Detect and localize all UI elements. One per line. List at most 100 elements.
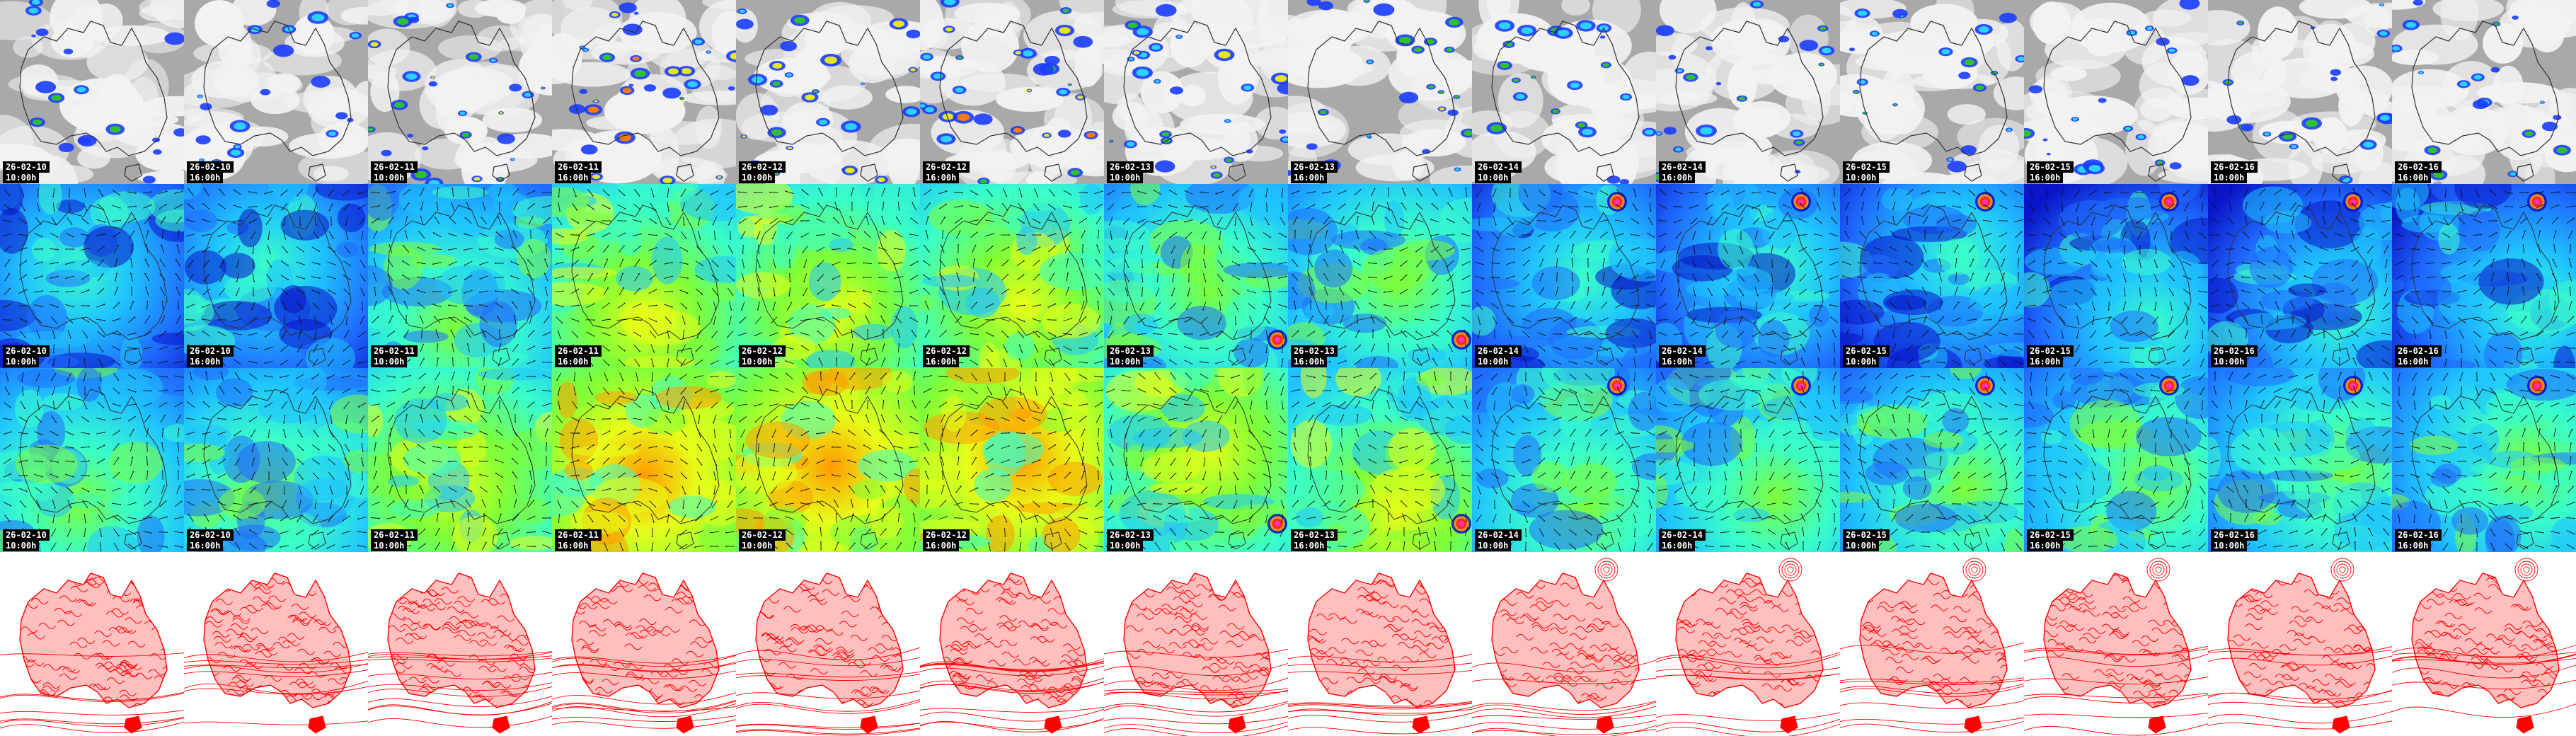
time-label: 16:00h <box>187 356 224 367</box>
map-image <box>1840 184 2024 368</box>
time-label: 16:00h <box>555 540 592 551</box>
time-label: 10:00h <box>371 172 408 183</box>
map-image <box>920 184 1104 368</box>
map-image <box>552 0 736 184</box>
map-tile-wind-low: 26-02-14 10:00h <box>1472 184 1656 368</box>
date-label: 26-02-16 <box>2395 345 2442 357</box>
time-label: 16:00h <box>2027 172 2064 183</box>
map-image <box>0 184 184 368</box>
map-tile-cloud: 26-02-13 16:00h <box>1288 0 1472 184</box>
time-label: 16:00h <box>555 172 592 183</box>
time-label: 16:00h <box>923 356 960 367</box>
map-image <box>2208 368 2392 552</box>
date-label: 26-02-11 <box>371 529 418 541</box>
map-tile-wind-high: 26-02-11 16:00h <box>552 368 736 552</box>
map-tile-wind-high: 26-02-10 10:00h <box>0 368 184 552</box>
time-label: 16:00h <box>1291 356 1328 367</box>
date-label: 26-02-15 <box>2027 161 2074 173</box>
map-tile-wind-high: 26-02-12 10:00h <box>736 368 920 552</box>
time-label: 10:00h <box>1843 172 1880 183</box>
map-image <box>1104 552 1288 736</box>
map-image <box>1104 368 1288 552</box>
time-label: 16:00h <box>923 172 960 183</box>
map-image <box>1472 368 1656 552</box>
map-image <box>1656 0 1840 184</box>
map-tile-wind-high: 26-02-16 10:00h <box>2208 368 2392 552</box>
map-image <box>368 552 552 736</box>
map-tile-cloud: 26-02-13 10:00h <box>1104 0 1288 184</box>
time-label: 10:00h <box>1475 356 1512 367</box>
map-tile-wind-low: 26-02-15 16:00h <box>2024 184 2208 368</box>
map-tile-pressure <box>1472 552 1656 736</box>
map-image <box>1288 184 1472 368</box>
date-label: 26-02-16 <box>2395 529 2442 541</box>
map-tile-pressure <box>920 552 1104 736</box>
map-tile-cloud: 26-02-16 16:00h <box>2392 0 2576 184</box>
date-label: 26-02-10 <box>3 345 50 357</box>
map-image <box>1656 552 1840 736</box>
map-tile-wind-high: 26-02-14 10:00h <box>1472 368 1656 552</box>
date-label: 26-02-14 <box>1659 345 1706 357</box>
date-label: 26-02-14 <box>1659 529 1706 541</box>
time-label: 16:00h <box>1659 356 1696 367</box>
date-label: 26-02-15 <box>2027 529 2074 541</box>
time-label: 10:00h <box>2211 172 2248 183</box>
map-tile-wind-low: 26-02-12 10:00h <box>736 184 920 368</box>
date-label: 26-02-15 <box>1843 161 1890 173</box>
map-tile-wind-high: 26-02-13 16:00h <box>1288 368 1472 552</box>
map-tile-pressure <box>2392 552 2576 736</box>
map-image <box>1288 368 1472 552</box>
map-tile-pressure <box>0 552 184 736</box>
map-image <box>736 552 920 736</box>
date-label: 26-02-12 <box>923 529 970 541</box>
map-tile-pressure <box>736 552 920 736</box>
map-image <box>736 368 920 552</box>
time-label: 16:00h <box>187 540 224 551</box>
map-image <box>0 552 184 736</box>
map-image <box>920 0 1104 184</box>
map-tile-pressure <box>184 552 368 736</box>
map-tile-wind-low: 26-02-10 16:00h <box>184 184 368 368</box>
map-tile-wind-low: 26-02-15 10:00h <box>1840 184 2024 368</box>
date-label: 26-02-13 <box>1107 161 1154 173</box>
time-label: 16:00h <box>2395 540 2432 551</box>
map-tile-wind-high: 26-02-15 10:00h <box>1840 368 2024 552</box>
map-tile-pressure <box>1656 552 1840 736</box>
map-image <box>1288 552 1472 736</box>
map-tile-wind-high: 26-02-14 16:00h <box>1656 368 1840 552</box>
map-tile-pressure <box>1104 552 1288 736</box>
time-label: 16:00h <box>2395 356 2432 367</box>
map-tile-cloud: 26-02-14 16:00h <box>1656 0 1840 184</box>
map-tile-cloud: 26-02-12 10:00h <box>736 0 920 184</box>
time-label: 10:00h <box>371 540 408 551</box>
time-label: 16:00h <box>2395 172 2432 183</box>
map-tile-wind-high: 26-02-16 16:00h <box>2392 368 2576 552</box>
time-label: 10:00h <box>2211 356 2248 367</box>
time-label: 16:00h <box>2027 356 2064 367</box>
date-label: 26-02-11 <box>371 345 418 357</box>
time-label: 16:00h <box>1659 540 1696 551</box>
map-tile-wind-low: 26-02-16 10:00h <box>2208 184 2392 368</box>
date-label: 26-02-16 <box>2395 161 2442 173</box>
date-label: 26-02-12 <box>739 529 786 541</box>
date-label: 26-02-14 <box>1659 161 1706 173</box>
date-label: 26-02-13 <box>1291 529 1338 541</box>
map-image <box>0 368 184 552</box>
time-label: 10:00h <box>739 540 776 551</box>
map-tile-cloud: 26-02-12 16:00h <box>920 0 1104 184</box>
map-tile-cloud: 26-02-10 16:00h <box>184 0 368 184</box>
date-label: 26-02-14 <box>1475 529 1522 541</box>
map-tile-pressure <box>1288 552 1472 736</box>
date-label: 26-02-13 <box>1107 345 1154 357</box>
map-image <box>1656 184 1840 368</box>
map-image <box>1288 0 1472 184</box>
map-image <box>2208 0 2392 184</box>
map-image <box>552 552 736 736</box>
time-label: 16:00h <box>923 540 960 551</box>
map-tile-pressure <box>368 552 552 736</box>
date-label: 26-02-14 <box>1475 161 1522 173</box>
map-tile-wind-low: 26-02-16 16:00h <box>2392 184 2576 368</box>
date-label: 26-02-15 <box>1843 529 1890 541</box>
map-image <box>2024 184 2208 368</box>
